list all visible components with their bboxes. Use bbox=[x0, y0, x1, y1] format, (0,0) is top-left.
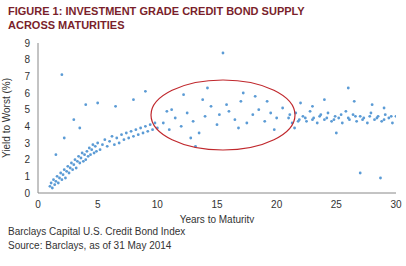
svg-text:Years to Maturity: Years to Maturity bbox=[180, 214, 255, 223]
svg-text:5: 5 bbox=[95, 199, 101, 210]
html-text:Source: Barclays, as of 31 May: Source: Barclays, as of 31 May 2014 bbox=[8, 240, 172, 251]
html-text:Barclays Capital U.S. Credit B: Barclays Capital U.S. Credit Bond Index bbox=[8, 226, 186, 237]
svg-text:6: 6 bbox=[24, 88, 30, 99]
svg-text:Yield to Worst (%): Yield to Worst (%) bbox=[8, 78, 12, 158]
svg-text:7: 7 bbox=[24, 71, 30, 82]
svg-text:9: 9 bbox=[24, 38, 30, 49]
svg-text:0: 0 bbox=[24, 188, 30, 199]
svg-text:5: 5 bbox=[24, 104, 30, 115]
svg-text:30: 30 bbox=[390, 199, 398, 210]
svg-text:4: 4 bbox=[24, 121, 30, 132]
svg-text:2: 2 bbox=[24, 154, 30, 165]
svg-text:1: 1 bbox=[24, 171, 30, 182]
svg-text:25: 25 bbox=[331, 199, 343, 210]
svg-text:3: 3 bbox=[24, 138, 30, 149]
html-text:FIGURE 1: INVESTMENT GRADE CRE: FIGURE 1: INVESTMENT GRADE CREDIT BOND S… bbox=[8, 5, 305, 31]
svg-text:0: 0 bbox=[35, 199, 41, 210]
svg-text:10: 10 bbox=[152, 199, 164, 210]
svg-text:20: 20 bbox=[271, 199, 283, 210]
svg-text:8: 8 bbox=[24, 54, 30, 65]
svg-text:15: 15 bbox=[211, 199, 223, 210]
